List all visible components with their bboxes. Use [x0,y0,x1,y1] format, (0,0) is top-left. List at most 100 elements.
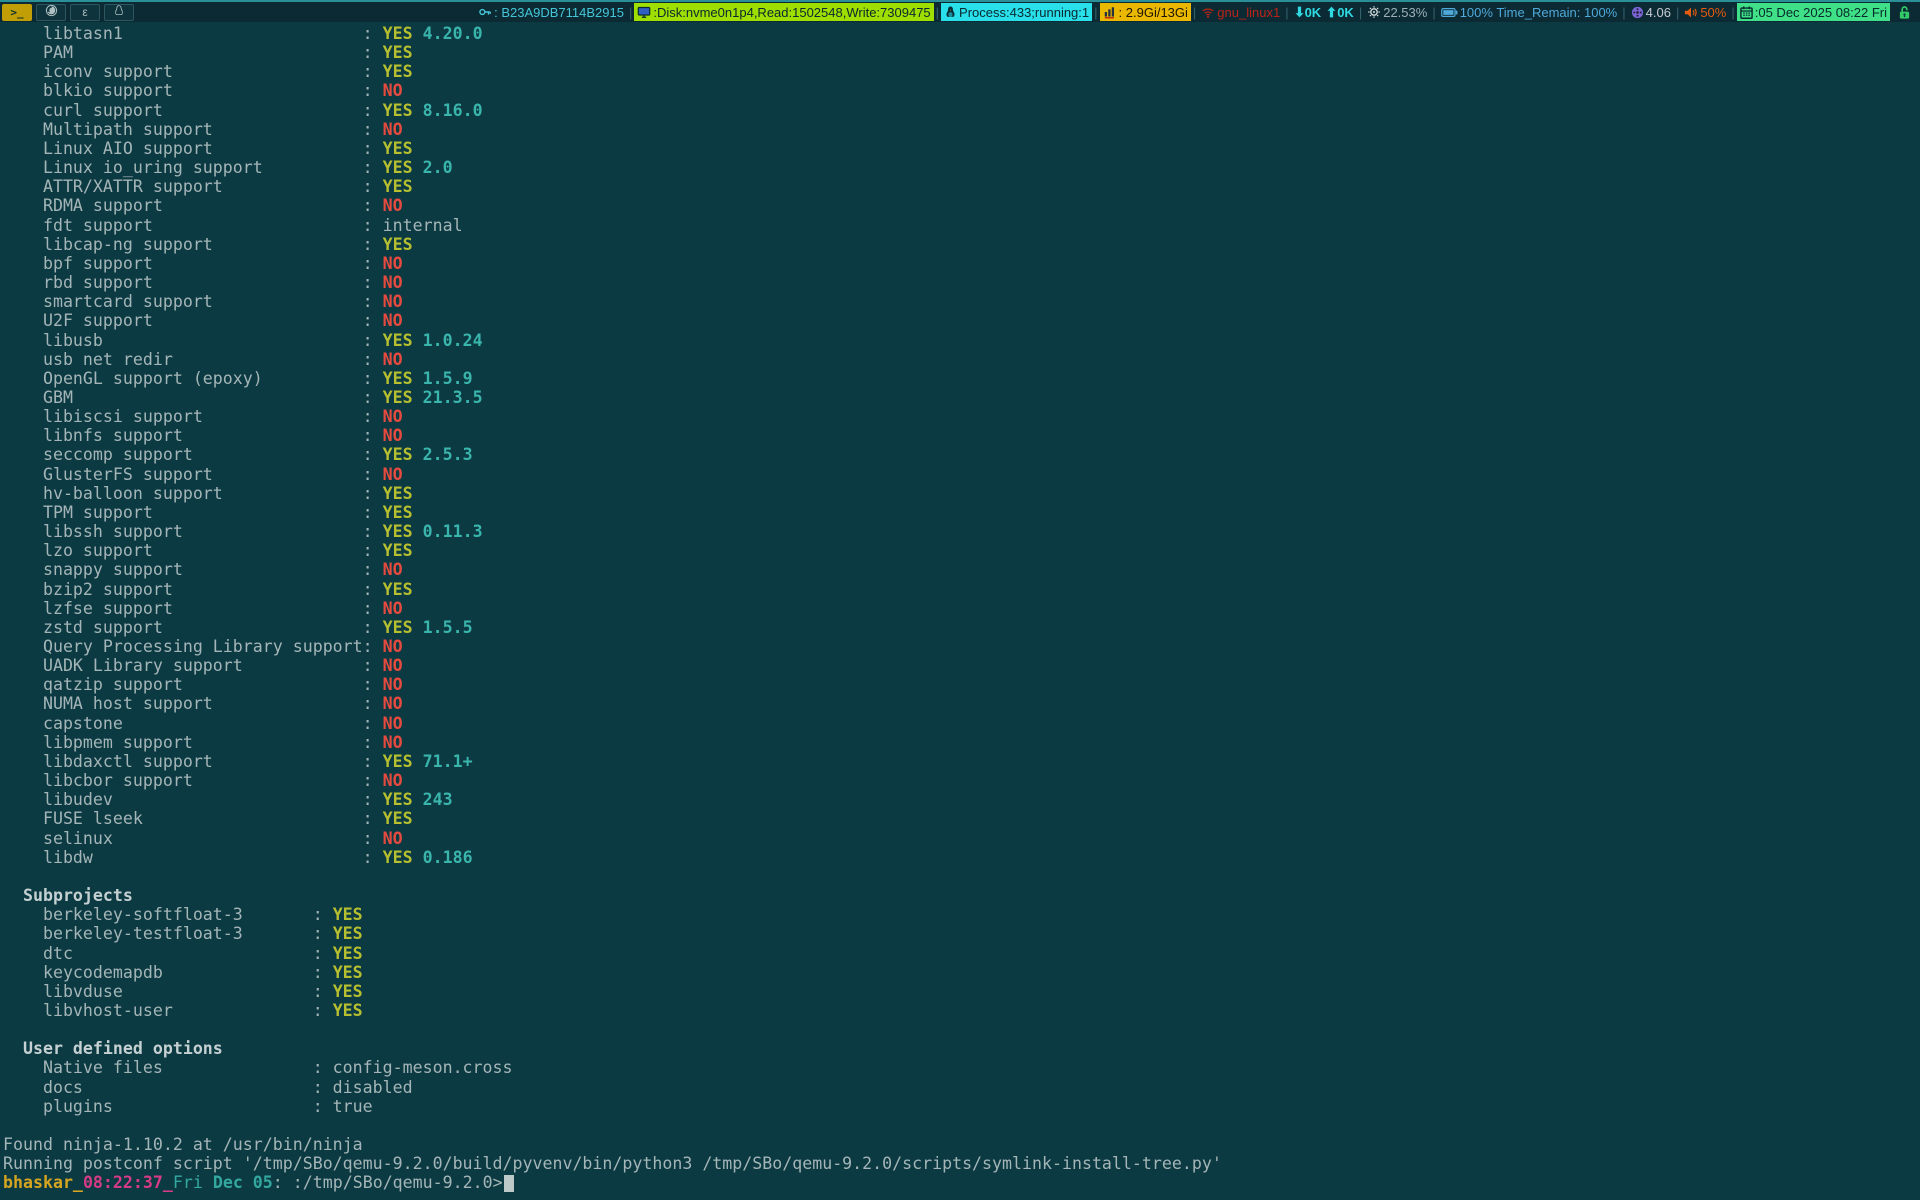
config-status: NO [382,637,403,656]
memory-segment: : 2.9Gi/13Gi [1099,3,1191,21]
config-status: YES [382,330,413,350]
prompt-part: : :/tmp/SBo/qemu-9.2.0> [272,1173,503,1193]
config-label: snappy support : [3,560,383,580]
config-label: libnfs support : [3,426,383,446]
separator: | [1432,4,1436,20]
config-label: RDMA support : [3,196,383,216]
config-row: snappy support : NO [3,560,1920,579]
config-status: YES [332,1000,363,1020]
option-row: docs : disabled [3,1078,1920,1097]
config-row: U2F support : NO [3,311,1920,330]
separator: | [1094,4,1098,20]
config-label: FUSE lseek : [3,809,383,829]
taskbar-app-firefox[interactable] [36,3,66,21]
config-row: TPM support : YES [3,503,1920,522]
gear-icon [1368,6,1381,18]
config-row: Multipath support : NO [3,120,1920,139]
subproject-row: berkeley-softfloat-3 : YES [3,905,1920,924]
config-row: libusb : YES 1.0.24 [3,331,1920,350]
taskbar-app-linux[interactable] [104,3,134,21]
section-header: Subprojects [3,886,1920,905]
config-row: Linux io_uring support : YES 2.0 [3,158,1920,177]
calendar-icon [1739,6,1753,19]
config-status: NO [382,119,403,139]
down-arrow-icon [1295,6,1304,18]
blank-line [3,1020,1920,1039]
config-status: YES [382,847,413,867]
config-status: YES [382,234,413,254]
option-row: Native files : config-meson.cross [3,1058,1920,1077]
config-label: libssh support : [3,522,383,542]
process-segment: Process:433;running:1 [941,3,1093,21]
config-version: 4.20.0 [412,24,483,43]
config-status: YES [382,24,413,43]
config-row: bpf support : NO [3,254,1920,273]
config-label: UADK Library support : [3,656,383,676]
config-version: 1.0.24 [412,330,483,350]
config-label: hv-balloon support : [3,483,383,503]
terminal-output[interactable]: libtasn1 : YES 4.20.0 PAM : YES iconv su… [0,22,1920,1200]
config-status: NO [382,311,403,331]
taskbar-app-terminal[interactable]: >_ [2,3,32,21]
config-status: YES [332,905,363,925]
config-status: YES [382,790,413,810]
key-icon [479,8,492,16]
config-label: capstone : [3,713,383,733]
config-label: libdw : [3,847,383,867]
config-row: GBM : YES 21.3.5 [3,388,1920,407]
config-label: NUMA host support : [3,694,383,714]
config-status: YES [332,924,363,944]
battery-segment: 100% Time_Remain: 100% [1438,3,1621,21]
config-status: NO [382,407,403,427]
config-row: libnfs support : NO [3,426,1920,445]
config-status: internal [382,215,463,235]
config-status: YES [382,751,413,771]
config-label: berkeley-softfloat-3 : [3,905,333,925]
config-row: ATTR/XATTR support : YES [3,177,1920,196]
config-status: NO [382,464,403,484]
terminal-icon: >_ [10,5,24,19]
config-status: NO [382,675,403,695]
volume-segment: 50% [1681,3,1729,21]
config-row: libiscsi support : NO [3,407,1920,426]
taskbar-app-editor[interactable]: ε [70,3,100,21]
net-traffic-segment: 0K 0K [1291,3,1357,21]
config-label: GlusterFS support : [3,464,383,484]
config-row: bzip2 support : YES [3,580,1920,599]
load-segment: 4.06 [1628,3,1674,21]
config-status: NO [382,81,403,101]
separator: | [1285,4,1289,20]
config-label: zstd support : [3,617,383,637]
config-row: fdt support : internal [3,216,1920,235]
config-version: 71.1+ [412,751,473,771]
config-label: lzo support : [3,541,383,561]
lock-indicator [1895,3,1916,21]
config-row: GlusterFS support : NO [3,465,1920,484]
section-title: Subprojects [3,886,133,906]
lock-icon [1899,5,1910,19]
message-line: Running postconf script '/tmp/SBo/qemu-9… [3,1154,1920,1173]
config-status: NO [382,253,403,273]
config-status: YES [382,158,413,178]
config-label: Query Processing Library support: [3,637,383,656]
config-row: capstone : NO [3,714,1920,733]
config-label: iconv support : [3,62,383,82]
option-text: Native files : config-meson.cross [3,1058,513,1078]
config-row: OpenGL support (epoxy) : YES 1.5.9 [3,369,1920,388]
message-text: Running postconf script '/tmp/SBo/qemu-9… [3,1154,1222,1174]
config-label: GBM : [3,387,383,407]
separator: | [1622,4,1626,20]
config-row: UADK Library support : NO [3,656,1920,675]
config-row: libpmem support : NO [3,733,1920,752]
config-label: Linux AIO support : [3,138,383,158]
config-status: YES [382,368,413,388]
config-status: NO [382,598,403,618]
config-status: NO [382,713,403,733]
cursor [503,1175,514,1193]
config-row: libcap-ng support : YES [3,235,1920,254]
config-status: YES [382,62,413,82]
config-status: NO [382,349,403,369]
subproject-row: libvduse : YES [3,982,1920,1001]
prompt-part: bhaskar_ [3,1173,83,1193]
separator: | [935,4,940,20]
